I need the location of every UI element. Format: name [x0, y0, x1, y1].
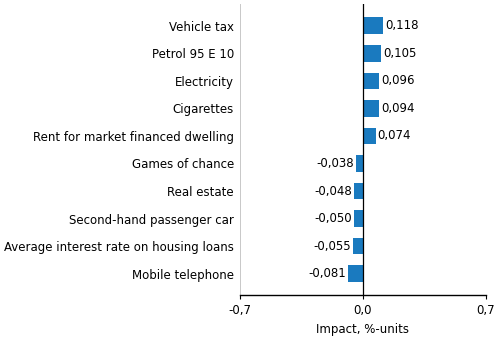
Bar: [354, 183, 363, 199]
Bar: [354, 210, 363, 227]
Text: 0,096: 0,096: [382, 74, 415, 87]
Text: 0,105: 0,105: [383, 47, 417, 60]
Bar: [363, 72, 379, 89]
Text: -0,055: -0,055: [313, 240, 351, 253]
Bar: [353, 238, 363, 254]
Text: -0,038: -0,038: [316, 157, 354, 170]
Text: -0,050: -0,050: [314, 212, 352, 225]
Bar: [363, 45, 381, 62]
X-axis label: Impact, %-units: Impact, %-units: [316, 323, 409, 336]
Bar: [363, 17, 383, 34]
Text: -0,081: -0,081: [308, 267, 346, 280]
Bar: [356, 155, 363, 172]
Text: 0,118: 0,118: [385, 19, 419, 32]
Text: 0,074: 0,074: [378, 130, 411, 142]
Text: -0,048: -0,048: [314, 185, 352, 198]
Text: 0,094: 0,094: [381, 102, 415, 115]
Bar: [363, 128, 376, 144]
Bar: [348, 266, 363, 282]
Bar: [363, 100, 379, 117]
